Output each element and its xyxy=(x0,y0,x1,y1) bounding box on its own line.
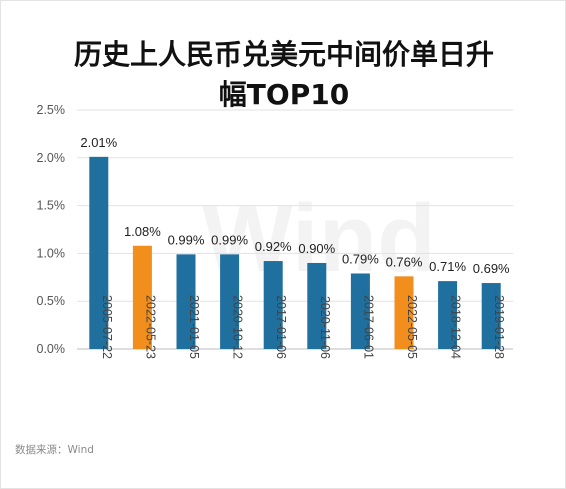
bar xyxy=(350,273,370,349)
bar-value-label: 0.76% xyxy=(386,254,423,269)
x-tick-label: 2020-11-06 xyxy=(318,296,332,359)
bar xyxy=(307,262,327,349)
bar-value-label: 1.08% xyxy=(124,224,161,239)
bar xyxy=(132,245,152,349)
bar xyxy=(263,261,283,349)
x-tick-label: 2019-01-28 xyxy=(492,295,506,359)
y-tick-label: 2.0% xyxy=(37,151,66,165)
bar xyxy=(481,283,501,349)
x-tick-label: 2021-01-05 xyxy=(187,295,201,359)
bar-value-label: 0.71% xyxy=(429,259,466,274)
bar-value-label: 2.01% xyxy=(80,135,117,150)
chart-title-line2: 幅TOP10 xyxy=(219,78,349,111)
y-tick-label: 0.0% xyxy=(37,342,66,356)
chart-title-line1: 历史上人民币兑美元中间价单日升 xyxy=(74,38,494,71)
x-tick-layer: 2005-07-22 2022-05-23 2021-01-05 2020-10-12… xyxy=(100,295,506,359)
bar xyxy=(176,254,196,349)
y-tick-label: 0.5% xyxy=(37,294,66,308)
bar xyxy=(394,276,414,349)
x-tick-label: 2020-10-12 xyxy=(231,295,245,359)
bar-value-label: 0.79% xyxy=(342,251,379,266)
x-tick-label: 2005-07-22 xyxy=(100,295,114,359)
x-tick-label: 2018-12-04 xyxy=(449,295,463,359)
x-tick-label: 2017-01-06 xyxy=(274,295,288,359)
grid-layer: 0.0% 0.5% 1.0% 1.5% 2.0% 2.5% xyxy=(37,103,513,356)
bar-value-label: 0.69% xyxy=(473,261,510,276)
bar-value-label: 0.90% xyxy=(298,241,335,256)
bar xyxy=(220,254,240,349)
bar xyxy=(438,281,458,349)
source-note: 数据来源：Wind xyxy=(15,443,94,456)
x-tick-label: 2022-05-23 xyxy=(143,295,157,359)
bar-value-label: 0.99% xyxy=(211,232,248,247)
bar xyxy=(89,156,109,349)
y-tick-label: 1.5% xyxy=(37,199,66,213)
bar-value-label: 0.92% xyxy=(255,239,292,254)
x-tick-label: 2017-06-01 xyxy=(361,295,375,359)
x-tick-label: 2022-05-05 xyxy=(405,295,419,359)
bar-value-label: 0.99% xyxy=(168,232,205,247)
y-tick-label: 1.0% xyxy=(37,246,66,260)
y-tick-label: 2.5% xyxy=(37,103,66,117)
data-label-layer: 2.01% 1.08% 0.99% 0.99% 0.92% 0.90% 0.79% 0.76%… xyxy=(80,135,510,276)
bar-layer xyxy=(89,156,501,349)
